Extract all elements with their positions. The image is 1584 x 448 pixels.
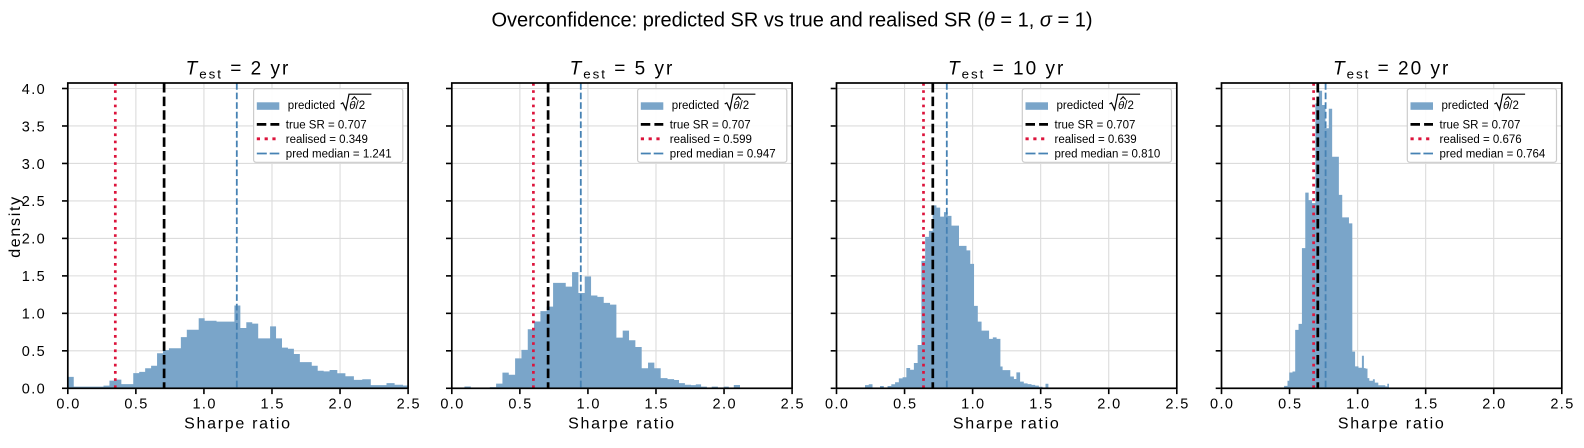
svg-text:pred median = 0.764: pred median = 0.764	[1440, 149, 1546, 161]
svg-text:4.0: 4.0	[22, 82, 46, 98]
svg-text:θ/2: θ/2	[733, 100, 749, 112]
svg-text:pred median = 0.947: pred median = 0.947	[670, 149, 776, 161]
svg-text:0.5: 0.5	[124, 396, 148, 412]
svg-text:1.5: 1.5	[1414, 396, 1438, 412]
svg-text:2.0: 2.0	[1482, 396, 1506, 412]
svg-text:3.0: 3.0	[22, 157, 46, 173]
svg-text:Test = 5 yr: Test = 5 yr	[570, 59, 675, 82]
svg-text:Sharpe ratio: Sharpe ratio	[184, 416, 292, 433]
svg-text:predicted: predicted	[672, 100, 719, 112]
svg-text:pred median = 0.810: pred median = 0.810	[1055, 149, 1161, 161]
svg-text:0.5: 0.5	[1278, 396, 1302, 412]
svg-text:θ/2: θ/2	[1118, 100, 1134, 112]
svg-text:realised = 0.349: realised = 0.349	[286, 134, 368, 146]
svg-text:true SR = 0.707: true SR = 0.707	[286, 119, 367, 131]
svg-text:0.5: 0.5	[893, 396, 917, 412]
svg-text:2.5: 2.5	[781, 396, 805, 412]
svg-text:Overconfidence: predicted SR v: Overconfidence: predicted SR vs true and…	[492, 10, 1093, 32]
svg-text:realised = 0.676: realised = 0.676	[1440, 134, 1522, 146]
svg-text:2.0: 2.0	[329, 396, 353, 412]
svg-text:2.5: 2.5	[1550, 396, 1574, 412]
svg-text:Test = 20 yr: Test = 20 yr	[1333, 59, 1450, 82]
svg-text:density: density	[7, 195, 24, 258]
svg-text:2.0: 2.0	[1097, 396, 1121, 412]
svg-text:1.5: 1.5	[22, 269, 46, 285]
svg-text:0.0: 0.0	[825, 396, 849, 412]
svg-text:0.0: 0.0	[1210, 396, 1234, 412]
svg-text:predicted: predicted	[288, 100, 335, 112]
svg-text:1.5: 1.5	[261, 396, 285, 412]
svg-text:2.5: 2.5	[397, 396, 421, 412]
svg-text:θ/2: θ/2	[349, 100, 365, 112]
svg-text:1.5: 1.5	[645, 396, 669, 412]
svg-text:true SR = 0.707: true SR = 0.707	[1440, 119, 1521, 131]
svg-text:pred median = 1.241: pred median = 1.241	[286, 149, 392, 161]
svg-text:Test = 10 yr: Test = 10 yr	[948, 59, 1065, 82]
svg-text:2.5: 2.5	[22, 194, 46, 210]
svg-text:0.0: 0.0	[22, 382, 46, 398]
svg-text:0.5: 0.5	[22, 344, 46, 360]
svg-text:1.0: 1.0	[22, 307, 46, 323]
svg-text:1.0: 1.0	[961, 396, 985, 412]
svg-text:1.0: 1.0	[576, 396, 600, 412]
svg-text:realised = 0.599: realised = 0.599	[670, 134, 752, 146]
svg-text:true SR = 0.707: true SR = 0.707	[670, 119, 751, 131]
svg-text:Sharpe ratio: Sharpe ratio	[568, 416, 676, 433]
svg-text:1.0: 1.0	[1346, 396, 1370, 412]
svg-text:Test = 2 yr: Test = 2 yr	[186, 59, 291, 82]
svg-text:2.0: 2.0	[713, 396, 737, 412]
svg-text:predicted: predicted	[1442, 100, 1489, 112]
svg-text:1.0: 1.0	[192, 396, 216, 412]
svg-text:2.5: 2.5	[1165, 396, 1189, 412]
svg-text:Sharpe ratio: Sharpe ratio	[953, 416, 1061, 433]
svg-text:θ/2: θ/2	[1503, 100, 1519, 112]
svg-text:predicted: predicted	[1057, 100, 1104, 112]
svg-text:true SR = 0.707: true SR = 0.707	[1055, 119, 1136, 131]
svg-text:2.0: 2.0	[22, 232, 46, 248]
svg-text:3.5: 3.5	[22, 119, 46, 135]
svg-text:realised = 0.639: realised = 0.639	[1055, 134, 1137, 146]
svg-text:0.5: 0.5	[508, 396, 532, 412]
svg-text:1.5: 1.5	[1029, 396, 1053, 412]
svg-text:0.0: 0.0	[56, 396, 80, 412]
svg-text:0.0: 0.0	[440, 396, 464, 412]
svg-text:Sharpe ratio: Sharpe ratio	[1338, 416, 1446, 433]
